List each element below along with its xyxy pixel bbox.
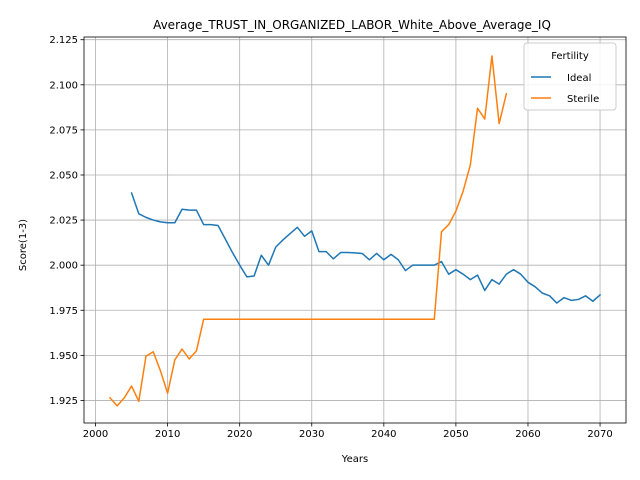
legend: Fertility Ideal Sterile [523, 42, 617, 111]
x-axis-label: Years [341, 454, 368, 465]
legend-label-sterile: Sterile [567, 94, 599, 105]
y-tick-label: 2.125 [49, 35, 78, 46]
x-tick-label: 2040 [371, 429, 396, 440]
y-tick-label: 2.050 [49, 170, 78, 181]
x-tick-label: 2060 [515, 429, 540, 440]
x-axis: 2000 2010 2020 2030 2040 2050 2060 2070 [83, 423, 613, 440]
series-line-ideal [130, 192, 602, 304]
y-tick-label: 2.075 [49, 125, 78, 136]
y-tick-label: 1.925 [49, 396, 78, 407]
legend-box [523, 42, 617, 111]
y-tick-label: 2.100 [49, 80, 78, 91]
x-tick-label: 2070 [587, 429, 612, 440]
y-tick-label: 1.975 [49, 306, 78, 317]
x-tick-label: 2050 [443, 429, 468, 440]
legend-label-ideal: Ideal [567, 73, 591, 84]
series-layer [108, 55, 602, 407]
x-tick-label: 2000 [83, 429, 108, 440]
legend-title: Fertility [551, 51, 589, 62]
y-tick-label: 1.950 [49, 351, 78, 362]
y-axis: 1.925 1.950 1.975 2.000 2.025 2.050 2.075 2.100… [49, 35, 84, 407]
series-line-sterile [108, 55, 508, 407]
x-tick-label: 2030 [299, 429, 324, 440]
x-tick-label: 2020 [227, 429, 252, 440]
y-tick-label: 2.025 [49, 216, 78, 227]
plot-frame [83, 36, 627, 424]
x-tick-label: 2010 [155, 429, 180, 440]
y-axis-label: Score(1-3) [18, 219, 29, 271]
y-tick-label: 2.000 [49, 261, 78, 272]
chart-title: Average_TRUST_IN_ORGANIZED_LABOR_White_A… [153, 18, 551, 32]
